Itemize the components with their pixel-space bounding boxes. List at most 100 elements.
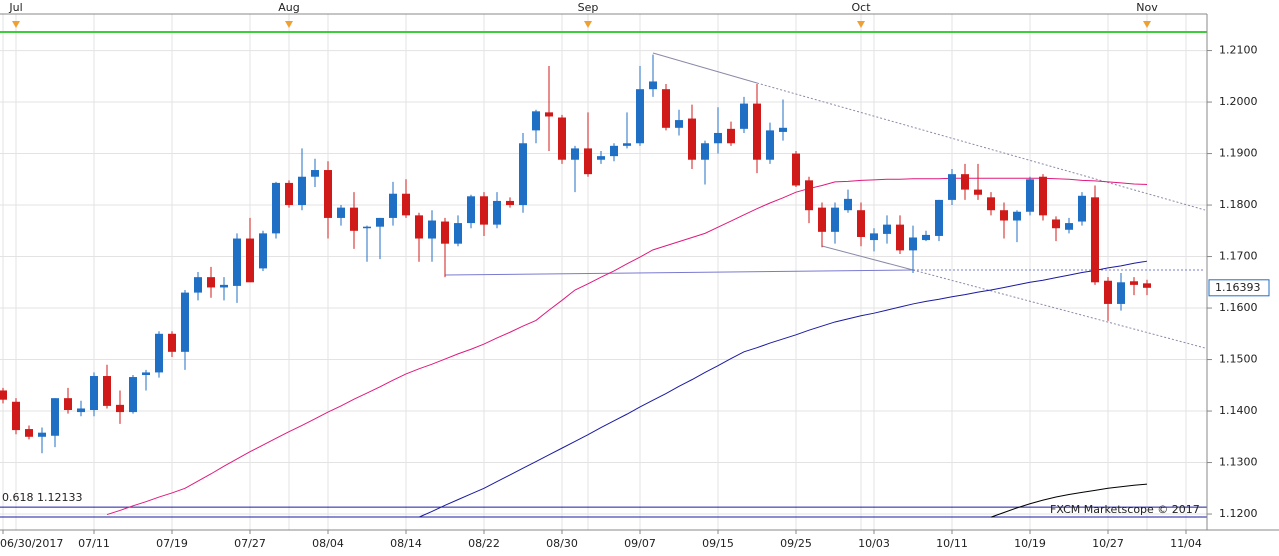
month-marker — [12, 21, 20, 28]
watermark: FXCM Marketscope © 2017 — [1050, 503, 1200, 516]
month-label: Aug — [278, 1, 299, 14]
candle-body — [1000, 210, 1008, 221]
candle-body — [831, 207, 839, 232]
last-price-box — [1208, 279, 1270, 297]
candle-body — [103, 376, 111, 406]
x-tick-label: 10/19 — [1014, 537, 1046, 550]
candle-body — [0, 390, 7, 400]
candle-body — [220, 284, 228, 288]
candle-body — [441, 221, 449, 244]
candle-body — [766, 130, 774, 160]
candle-body — [1078, 195, 1086, 222]
x-tick-label: 10/03 — [858, 537, 890, 550]
candle-body — [324, 170, 332, 218]
x-tick-label: 08/04 — [312, 537, 344, 550]
candle-body — [519, 143, 527, 206]
candle-body — [233, 238, 241, 286]
candle-body — [649, 81, 657, 90]
candle-body — [116, 404, 124, 413]
x-tick-label: 08/22 — [468, 537, 500, 550]
candle-body — [584, 148, 592, 175]
candle-body — [896, 224, 904, 251]
candle-body — [1065, 223, 1073, 230]
candle-body — [337, 207, 345, 218]
y-tick-label: 1.2000 — [1219, 95, 1258, 108]
candle-body — [753, 103, 761, 160]
candle-body — [350, 207, 358, 231]
candle-body — [805, 180, 813, 211]
candle-body — [155, 333, 163, 373]
candle-body — [311, 170, 319, 177]
candle-body — [571, 148, 579, 160]
candle-body — [259, 233, 267, 269]
moving-average — [106, 177, 1148, 516]
candle-body — [727, 128, 735, 144]
y-tick-label: 1.1400 — [1219, 404, 1258, 417]
candle-body — [480, 196, 488, 225]
candle-body — [610, 145, 618, 157]
y-tick-label: 1.1900 — [1219, 147, 1258, 160]
y-tick-label: 1.1500 — [1219, 353, 1258, 366]
x-tick-label: 10/11 — [936, 537, 968, 550]
candle-body — [51, 398, 59, 436]
candle-body — [636, 89, 644, 144]
x-tick-label: 10/27 — [1092, 537, 1124, 550]
candle-body — [987, 197, 995, 211]
x-tick-label: 09/07 — [624, 537, 656, 550]
candle-body — [1143, 283, 1151, 288]
candle-body — [1130, 281, 1138, 285]
month-label: Oct — [851, 1, 871, 14]
candle-body — [857, 210, 865, 237]
month-marker — [584, 21, 592, 28]
trend-line — [444, 269, 914, 276]
candle-body — [597, 156, 605, 160]
x-tick-label: 07/27 — [234, 537, 266, 550]
candle-body — [38, 432, 46, 437]
candle-body — [493, 200, 501, 225]
candle-body — [454, 223, 462, 244]
month-label: Sep — [578, 1, 599, 14]
candle-body — [675, 120, 683, 128]
candle-body — [402, 193, 410, 216]
candle-body — [1091, 197, 1099, 283]
fib-label: 0.618 1.12133 — [2, 491, 82, 504]
candle-body — [662, 89, 670, 128]
candle-body — [415, 215, 423, 239]
y-tick-label: 1.1700 — [1219, 250, 1258, 263]
candle-body — [701, 143, 709, 160]
x-tick-label: 09/25 — [780, 537, 812, 550]
candle-body — [12, 401, 20, 431]
candle-body — [285, 182, 293, 206]
month-marker — [1143, 21, 1151, 28]
candle-body — [545, 112, 553, 117]
y-tick-label: 1.1300 — [1219, 456, 1258, 469]
month-marker — [285, 21, 293, 28]
candle-body — [467, 196, 475, 224]
candle-body — [129, 377, 137, 413]
candle-body — [870, 233, 878, 241]
grid — [0, 14, 1207, 530]
candle-body — [1104, 280, 1112, 304]
moving-average — [990, 483, 1148, 518]
candle-body — [961, 174, 969, 190]
candle-body — [64, 398, 72, 411]
candle-body — [792, 153, 800, 186]
candle-body — [922, 234, 930, 241]
candle-body — [246, 238, 254, 283]
candle-body — [883, 224, 891, 234]
x-tick-label: 06/30/2017 — [0, 537, 63, 550]
candle-body — [428, 220, 436, 239]
candle-body — [714, 132, 722, 144]
candle-body — [168, 333, 176, 352]
candle-body — [818, 207, 826, 232]
candle-body — [909, 237, 917, 251]
candle-body — [688, 118, 696, 160]
candle-body — [142, 372, 150, 375]
candle-body — [532, 111, 540, 131]
candle-body — [935, 199, 943, 236]
candle-body — [272, 182, 280, 234]
candle-body — [974, 189, 982, 195]
candle-body — [623, 143, 631, 146]
candle-body — [298, 176, 306, 206]
x-tick-label: 11/04 — [1170, 537, 1202, 550]
